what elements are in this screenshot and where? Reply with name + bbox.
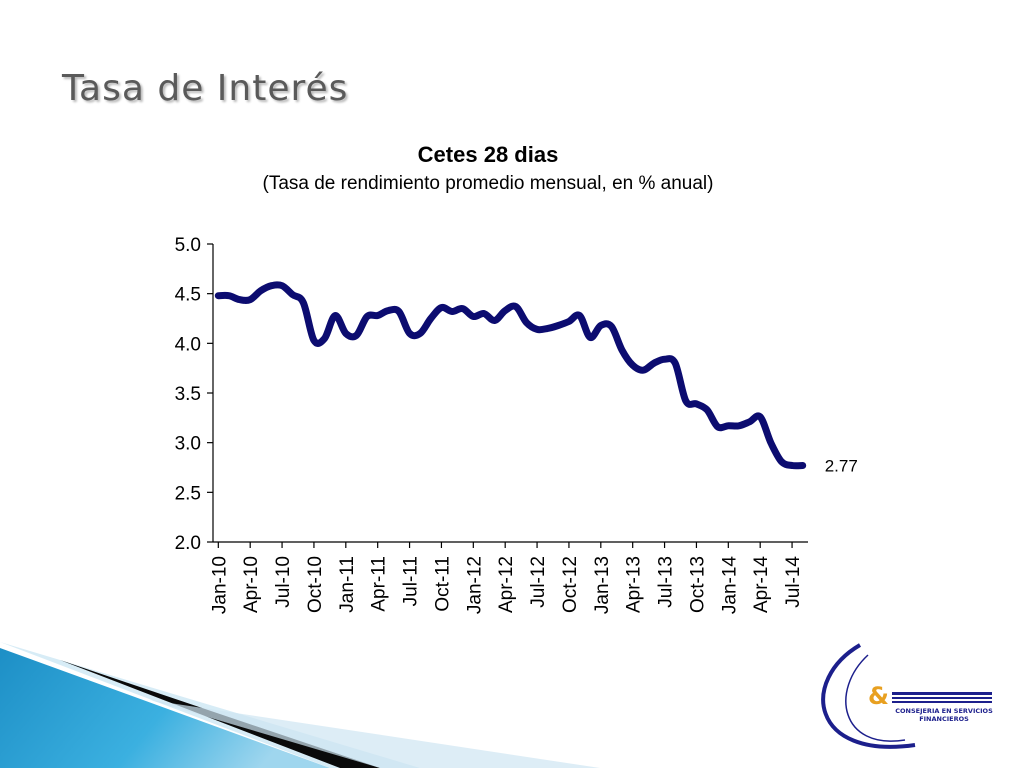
x-tick-label: Jul-10 bbox=[273, 556, 294, 608]
x-tick-label: Jul-11 bbox=[401, 556, 422, 606]
x-tick-label: Jan-13 bbox=[592, 556, 613, 614]
y-tick-label: 2.5 bbox=[175, 483, 201, 504]
x-tick-label: Jan-14 bbox=[719, 556, 740, 615]
series-line-cetes bbox=[214, 281, 807, 470]
y-tick-label: 3.5 bbox=[175, 384, 201, 405]
x-tick-label: Jan-10 bbox=[209, 556, 230, 614]
logo-stripe bbox=[892, 701, 992, 703]
logo-arc bbox=[821, 643, 916, 749]
y-tick-label: 5.0 bbox=[175, 235, 201, 256]
logo-ampersand: & bbox=[868, 682, 889, 710]
x-tick-label: Jul-14 bbox=[783, 556, 804, 608]
x-tick-label: Jan-12 bbox=[464, 556, 485, 614]
x-tick-label: Jul-13 bbox=[656, 556, 677, 608]
company-logo: & CONSEJERIA EN SERVICIOS FINANCIEROS bbox=[821, 643, 993, 749]
x-tick-label: Jul-12 bbox=[528, 556, 549, 608]
logo-arc-inner bbox=[845, 654, 906, 742]
x-tick-label: Oct-12 bbox=[560, 556, 581, 613]
x-tick-label: Apr-13 bbox=[624, 556, 645, 613]
logo-text-line2: FINANCIEROS bbox=[919, 715, 969, 723]
bottom-wave-decoration bbox=[0, 642, 600, 768]
x-tick-label: Apr-11 bbox=[369, 556, 390, 612]
slide-title: Tasa de Interés bbox=[62, 68, 349, 109]
x-tick-label: Apr-10 bbox=[241, 556, 262, 613]
x-tick-label: Oct-11 bbox=[432, 556, 453, 612]
y-tick-label: 4.5 bbox=[175, 285, 201, 306]
y-tick-label: 3.0 bbox=[175, 434, 201, 455]
x-tick-label: Oct-10 bbox=[305, 556, 326, 613]
y-tick-label: 2.0 bbox=[175, 533, 201, 554]
data-label-last-value: 2.77 bbox=[825, 457, 858, 476]
x-tick-label: Apr-12 bbox=[496, 556, 517, 613]
x-tick-label: Jan-11 bbox=[337, 556, 358, 613]
logo-stripe bbox=[892, 692, 992, 695]
x-tick-label: Oct-13 bbox=[687, 556, 708, 613]
logo-text-line1: CONSEJERIA EN SERVICIOS bbox=[895, 707, 993, 715]
y-tick-label: 4.0 bbox=[175, 334, 201, 355]
chart-subtitle: (Tasa de rendimiento promedio mensual, e… bbox=[262, 173, 714, 194]
x-tick-label: Apr-14 bbox=[751, 556, 772, 613]
chart-title: Cetes 28 dias bbox=[417, 142, 559, 167]
logo-stripe bbox=[892, 697, 992, 699]
